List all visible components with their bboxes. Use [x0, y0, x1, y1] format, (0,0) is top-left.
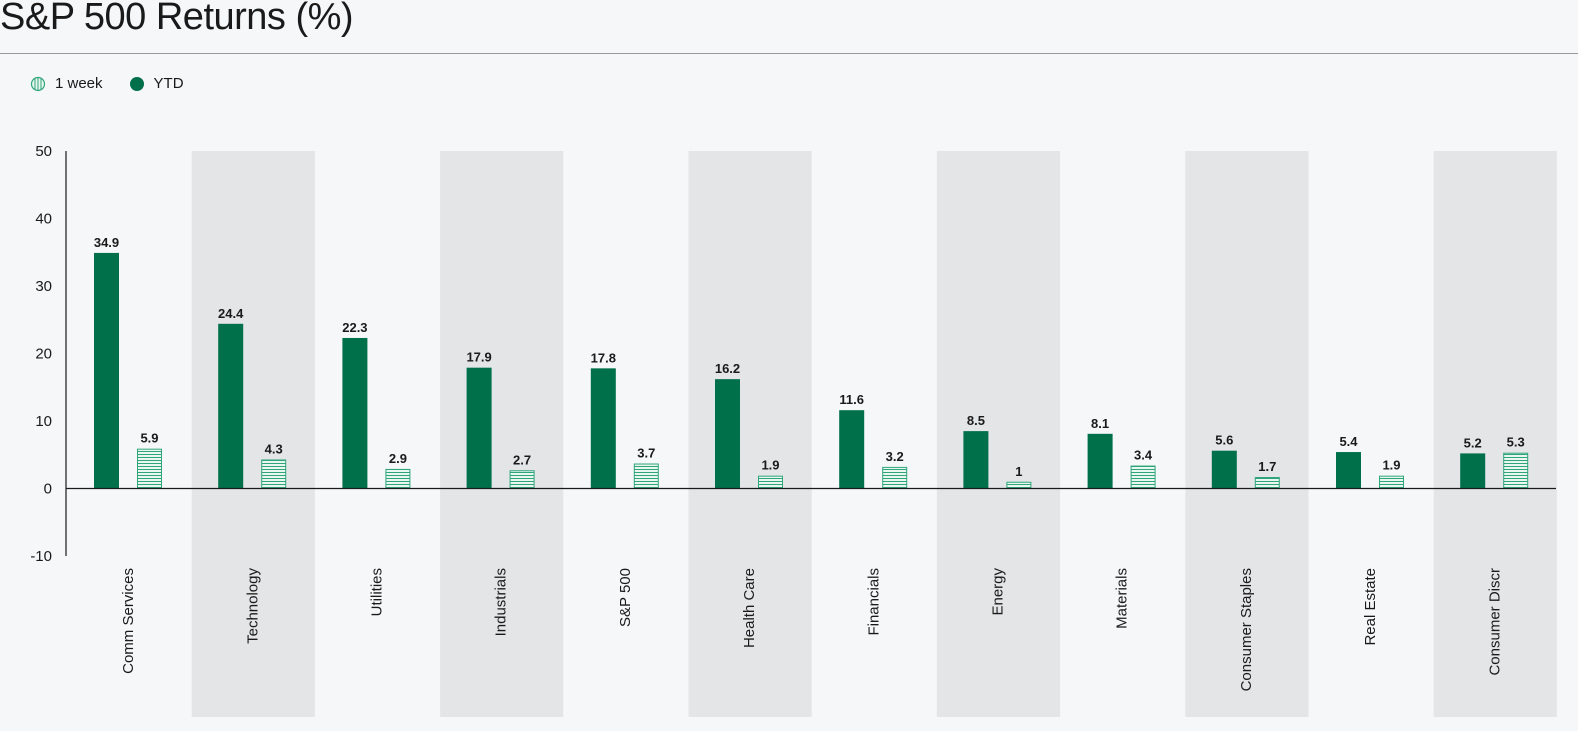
y-tick-label: 10 — [35, 413, 52, 430]
week-bar — [509, 470, 535, 489]
week-bar — [758, 475, 783, 489]
category-label: Industrials — [493, 568, 510, 636]
week-value-label: 1.7 — [1258, 459, 1276, 474]
ytd-value-label: 8.1 — [1091, 416, 1109, 431]
category-band — [1433, 151, 1557, 717]
ytd-bar — [218, 323, 244, 489]
ytd-value-label: 22.3 — [342, 320, 367, 335]
ytd-bar — [342, 337, 368, 489]
week-bar — [882, 466, 908, 489]
category-label: Energy — [990, 568, 1007, 616]
ytd-bar — [466, 367, 492, 489]
ytd-bar — [963, 431, 989, 489]
ytd-value-label: 17.8 — [591, 350, 616, 365]
category-label: Real Estate — [1362, 568, 1379, 646]
ytd-value-label: 5.2 — [1464, 435, 1482, 450]
ytd-value-label: 8.5 — [967, 413, 985, 428]
legend-label-ytd: YTD — [153, 75, 184, 92]
week-bar — [137, 448, 162, 489]
ytd-bar — [839, 410, 865, 489]
week-bar — [1379, 475, 1404, 489]
category-label: Consumer Discr — [1486, 568, 1503, 676]
ytd-value-label: 34.9 — [94, 235, 119, 250]
week-value-label: 1.9 — [1382, 458, 1400, 473]
week-bar — [385, 468, 411, 489]
category-label: Materials — [1114, 568, 1131, 629]
ytd-bar — [94, 252, 119, 489]
ytd-value-label: 5.4 — [1339, 434, 1358, 449]
category-label: Utilities — [369, 568, 386, 616]
category-band — [440, 151, 564, 717]
category-label: Consumer Staples — [1238, 568, 1255, 691]
week-bar — [633, 463, 659, 489]
y-tick-label: 40 — [35, 211, 52, 228]
legend-label-1-week: 1 week — [55, 75, 103, 92]
y-tick-label: 50 — [35, 143, 52, 160]
ytd-value-label: 11.6 — [839, 392, 864, 407]
week-value-label: 4.3 — [265, 441, 283, 456]
category-label: Technology — [244, 568, 261, 644]
title-divider — [0, 53, 1578, 54]
week-bar — [1130, 465, 1156, 489]
y-tick-label: -10 — [30, 548, 52, 565]
y-tick-label: 20 — [35, 346, 52, 363]
ytd-value-label: 24.4 — [218, 306, 244, 321]
week-value-label: 3.2 — [886, 449, 904, 464]
legend-swatch-ytd-icon — [129, 76, 144, 91]
ytd-bar — [715, 379, 740, 489]
week-value-label: 1.9 — [761, 458, 779, 473]
week-value-label: 5.3 — [1507, 435, 1525, 450]
week-bar — [261, 459, 287, 490]
category-band — [688, 151, 812, 717]
category-band — [191, 151, 315, 717]
category-label: S&P 500 — [617, 568, 634, 627]
week-value-label: 2.7 — [513, 452, 531, 467]
ytd-bar — [590, 368, 616, 489]
category-label: Comm Services — [120, 568, 137, 674]
legend-item-ytd: YTD — [129, 75, 184, 92]
week-bar — [1254, 477, 1280, 489]
week-bar — [1503, 452, 1529, 490]
y-tick-label: 30 — [35, 278, 52, 295]
ytd-bar — [1336, 452, 1361, 489]
ytd-bar — [1460, 453, 1486, 489]
ytd-value-label: 17.9 — [466, 350, 491, 365]
legend-swatch-1-week-icon — [30, 76, 46, 91]
week-value-label: 1 — [1015, 464, 1022, 479]
week-value-label: 3.4 — [1134, 448, 1153, 463]
ytd-bar — [1211, 450, 1237, 489]
category-band — [936, 151, 1061, 717]
category-label: Financials — [865, 568, 882, 636]
chart-legend: 1 week YTD — [30, 75, 210, 92]
ytd-value-label: 16.2 — [715, 361, 740, 376]
week-value-label: 5.9 — [140, 431, 158, 446]
legend-item-1-week: 1 week — [30, 75, 103, 92]
y-tick-label: 0 — [44, 481, 52, 498]
week-value-label: 2.9 — [389, 451, 407, 466]
ytd-value-label: 5.6 — [1215, 433, 1233, 448]
week-value-label: 3.7 — [637, 446, 655, 461]
category-band — [1185, 151, 1309, 717]
chart-title: S&P 500 Returns (%) — [0, 0, 354, 38]
ytd-bar — [1087, 433, 1113, 489]
week-bar — [1006, 481, 1032, 489]
category-label: Health Care — [741, 568, 758, 648]
